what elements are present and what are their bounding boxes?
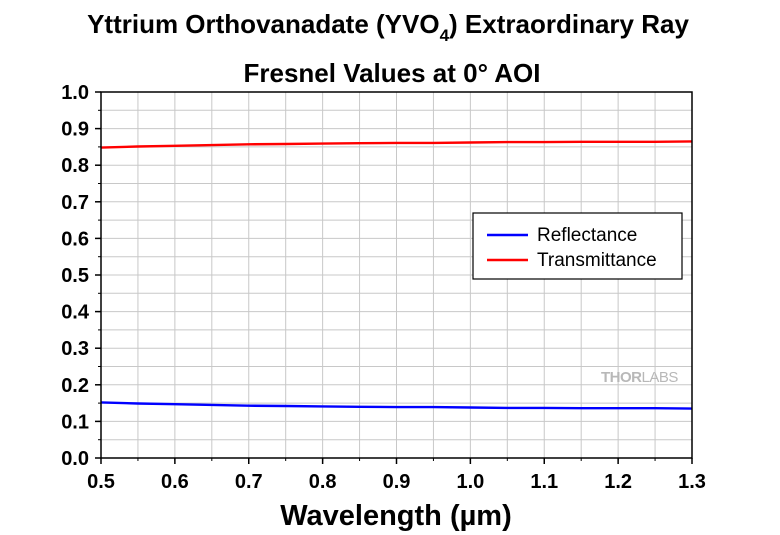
y-tick-label: 0.2 bbox=[61, 375, 89, 397]
legend-box bbox=[472, 212, 683, 280]
x-tick-label: 1.0 bbox=[456, 471, 484, 493]
plot-frame bbox=[100, 91, 693, 459]
x-tick-labels: 0.5 0.6 0.7 0.8 0.9 1.0 1.1 1.2 1.3 bbox=[87, 471, 706, 493]
x-tick-label: 0.9 bbox=[383, 471, 411, 493]
y-tick-label: 0.5 bbox=[61, 265, 89, 287]
chart-title-line2: Fresnel Values at 0° AOI bbox=[243, 58, 540, 88]
y-tick-label: 0.1 bbox=[61, 411, 89, 433]
y-tick-label: 0.3 bbox=[61, 338, 89, 360]
y-tick-label: 0.6 bbox=[61, 228, 89, 250]
watermark-labs: LABS bbox=[642, 369, 679, 386]
legend: Reflectance Transmittance bbox=[472, 212, 683, 280]
legend-label-reflectance: Reflectance bbox=[537, 225, 637, 246]
x-tick-label: 0.5 bbox=[87, 471, 115, 493]
y-tick-label: 1.0 bbox=[61, 82, 89, 104]
thorlabs-watermark: THORLABS bbox=[601, 369, 678, 386]
y-tick-label: 0.4 bbox=[61, 302, 90, 324]
series-line-reflectance bbox=[100, 401, 693, 410]
x-tick-label: 0.7 bbox=[235, 471, 263, 493]
x-tick-label: 1.1 bbox=[530, 471, 558, 493]
y-tick-label: 0.9 bbox=[61, 119, 89, 141]
title-end: ) Extraordinary Ray bbox=[449, 9, 689, 39]
x-tick-label: 1.2 bbox=[604, 471, 632, 493]
major-ticks bbox=[95, 91, 693, 464]
title-main: Yttrium Orthovanadate (YVO bbox=[87, 9, 440, 39]
x-axis-title: Wavelength (µm) bbox=[280, 500, 512, 532]
series-line-transmittance bbox=[100, 140, 693, 149]
chart-title-line1: Yttrium Orthovanadate (YVO4) Extraordina… bbox=[87, 9, 689, 45]
y-tick-labels: 0.0 0.1 0.2 0.3 0.4 0.5 0.6 0.7 0.8 0.9 1.0 bbox=[61, 82, 90, 470]
series-layer bbox=[100, 140, 693, 410]
y-tick-label: 0.7 bbox=[61, 192, 89, 214]
x-tick-label: 0.6 bbox=[161, 471, 189, 493]
legend-label-transmittance: Transmittance bbox=[537, 250, 657, 271]
y-tick-label: 0.8 bbox=[61, 155, 89, 177]
x-tick-label: 0.8 bbox=[309, 471, 337, 493]
title-subscript: 4 bbox=[440, 26, 450, 45]
x-tick-label: 1.3 bbox=[678, 471, 706, 493]
watermark-thor: THOR bbox=[601, 369, 642, 386]
y-tick-label: 0.0 bbox=[61, 448, 89, 470]
